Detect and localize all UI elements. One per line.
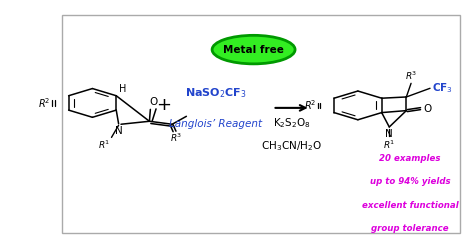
Text: R$^3$: R$^3$ — [405, 70, 417, 82]
Text: O: O — [149, 97, 157, 107]
Text: NaSO$_2$CF$_3$: NaSO$_2$CF$_3$ — [185, 86, 246, 100]
Text: R$^3$: R$^3$ — [170, 131, 182, 144]
Text: O: O — [424, 104, 432, 114]
Text: R$^2$: R$^2$ — [304, 98, 316, 112]
Text: H: H — [118, 85, 126, 94]
Text: R$^2$: R$^2$ — [38, 96, 51, 110]
Text: Metal free: Metal free — [223, 45, 284, 55]
Text: 20 examples: 20 examples — [379, 154, 441, 163]
Text: N: N — [115, 126, 122, 136]
Text: N: N — [385, 129, 393, 139]
FancyBboxPatch shape — [62, 15, 460, 233]
Text: group tolerance: group tolerance — [371, 224, 449, 233]
Text: excellent functional: excellent functional — [362, 201, 458, 210]
Text: CF$_3$: CF$_3$ — [432, 81, 453, 95]
Text: up to 94% yields: up to 94% yields — [370, 177, 450, 186]
Text: R$^1$: R$^1$ — [383, 139, 395, 151]
Text: R$^1$: R$^1$ — [98, 139, 110, 151]
Ellipse shape — [212, 35, 295, 64]
Text: Langlois’ Reagent: Langlois’ Reagent — [169, 119, 262, 129]
Text: K$_2$S$_2$O$_8$: K$_2$S$_2$O$_8$ — [273, 116, 310, 130]
Text: +: + — [156, 96, 171, 114]
Text: CH$_3$CN/H$_2$O: CH$_3$CN/H$_2$O — [261, 139, 322, 153]
